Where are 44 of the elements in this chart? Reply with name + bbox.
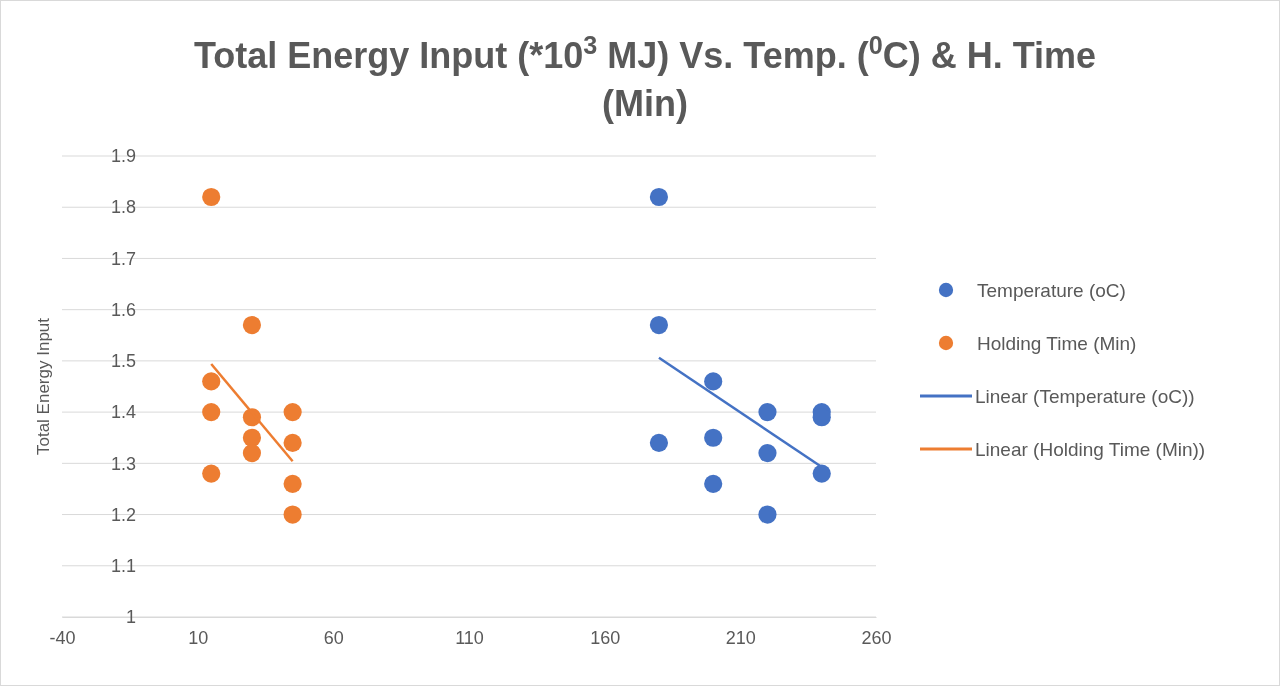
- x-tick-label: 110: [455, 627, 484, 648]
- x-tick-label: 60: [323, 627, 344, 648]
- y-tick-label: 1.5: [110, 351, 136, 372]
- point: [649, 315, 669, 335]
- legend-label: Linear (Holding Time (Min)): [975, 439, 1206, 460]
- x-tick-label: 160: [590, 627, 621, 648]
- point: [704, 428, 723, 447]
- point: [704, 474, 723, 493]
- legend-label: Temperature (oC): [977, 280, 1126, 301]
- y-tick-label: 1: [125, 607, 136, 628]
- point: [202, 464, 221, 483]
- point: [283, 403, 302, 422]
- legend-label: Linear (Temperature (oC)): [975, 386, 1195, 407]
- x-tick-label: 10: [188, 627, 209, 648]
- y-tick-label: 1.3: [110, 453, 136, 474]
- point: [704, 372, 723, 391]
- point: [202, 372, 221, 391]
- y-tick-label: 1.7: [110, 248, 136, 269]
- point: [202, 403, 221, 422]
- y-tick-label: 1.2: [110, 504, 136, 525]
- point: [242, 315, 262, 335]
- y-tick-label: 1.6: [110, 299, 136, 320]
- y-tick-label: 1.1: [110, 556, 136, 577]
- x-tick-label: 260: [861, 627, 892, 648]
- y-tick-label: 1.8: [110, 197, 136, 218]
- x-tick-label: 210: [725, 627, 756, 648]
- legend-label: Holding Time (Min): [977, 333, 1137, 354]
- point: [283, 474, 302, 493]
- y-tick-label: 1.4: [110, 402, 136, 423]
- point: [758, 505, 777, 524]
- y-axis-title: Total Energy Input: [34, 317, 53, 456]
- point: [283, 433, 302, 452]
- point: [242, 444, 262, 463]
- x-tick-label: -40: [49, 627, 76, 648]
- point: [202, 187, 221, 207]
- point: [649, 187, 669, 207]
- point: [283, 505, 302, 524]
- chart-title: Total Energy Input (*10$^{3}$ MJ) Vs. Temp. ($^{0}$C) & H. Time (Min): [193, 31, 1097, 124]
- point: [758, 403, 777, 422]
- point: [758, 444, 777, 463]
- point: [649, 433, 669, 452]
- point: [242, 428, 262, 447]
- point: [812, 464, 831, 483]
- y-tick-label: 1.9: [110, 146, 136, 167]
